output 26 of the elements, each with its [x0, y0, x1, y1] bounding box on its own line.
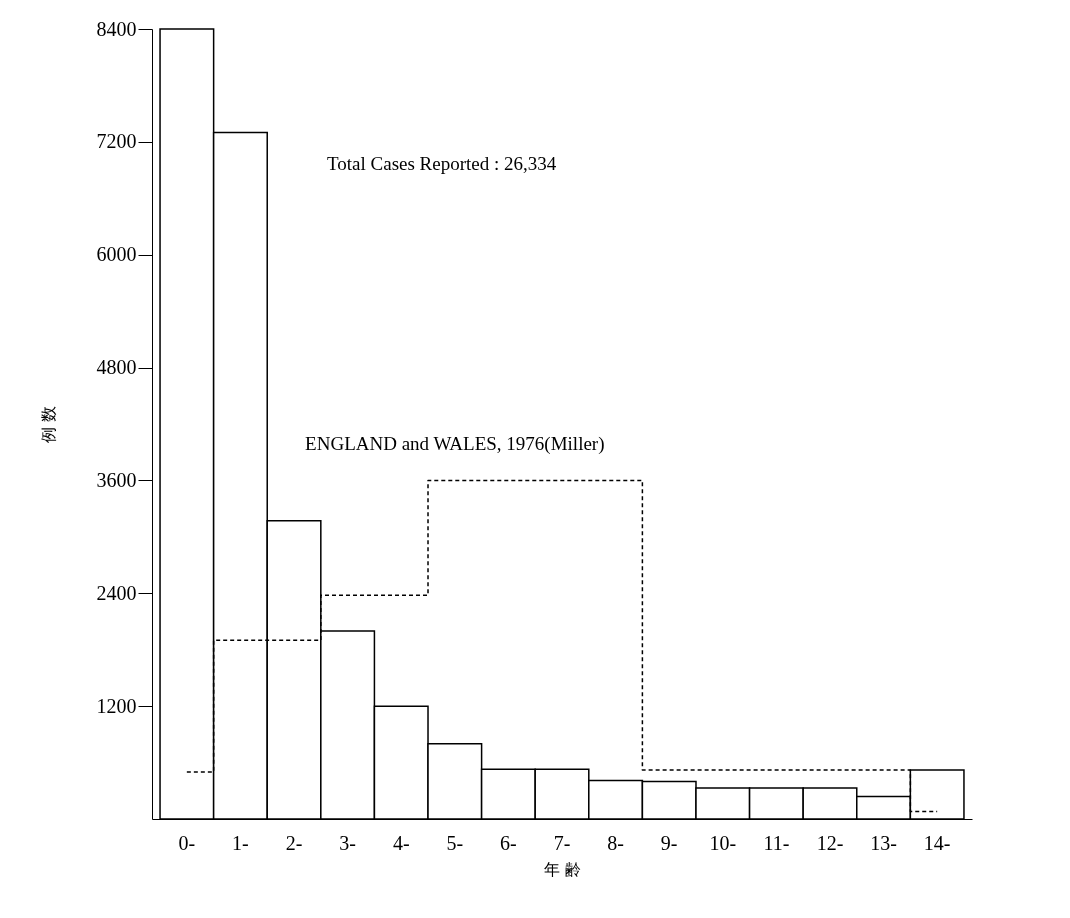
- x-tick-label: 7-: [553, 831, 571, 854]
- y-tick-label: 7200: [96, 130, 137, 153]
- y-tick-label: 2400: [96, 581, 137, 604]
- x-tick-label: 12-: [816, 831, 844, 854]
- x-tick-label: 6-: [500, 831, 517, 854]
- x-tick-label: 1-: [232, 831, 249, 854]
- x-tick-label: 10-: [709, 831, 737, 854]
- y-tick-label: 4800: [96, 356, 137, 379]
- series-label: ENGLAND and WALES, 1976(Miller): [305, 433, 605, 456]
- annotation: Total Cases Reported : 26,334: [327, 153, 557, 174]
- x-tick-label: 13-: [870, 831, 897, 854]
- x-tick-label: 4-: [392, 831, 410, 854]
- x-tick-label: 0-: [178, 831, 196, 854]
- y-tick-label: 1200: [96, 694, 137, 717]
- y-tick-label: 3600: [96, 468, 137, 491]
- x-axis-title: 年 齢: [543, 859, 582, 879]
- x-tick-label: 2-: [285, 831, 303, 854]
- x-tick-label: 11-: [763, 831, 790, 854]
- y-tick-label: 6000: [96, 243, 137, 266]
- x-tick-label: 14-: [923, 831, 951, 854]
- x-tick-label: 8-: [607, 831, 624, 854]
- x-tick-label: 5-: [446, 831, 464, 854]
- x-tick-label: 3-: [339, 831, 356, 854]
- x-tick-label: 9-: [660, 831, 678, 854]
- y-axis-title: 例 数: [38, 405, 58, 444]
- y-tick-label: 8400: [96, 17, 137, 40]
